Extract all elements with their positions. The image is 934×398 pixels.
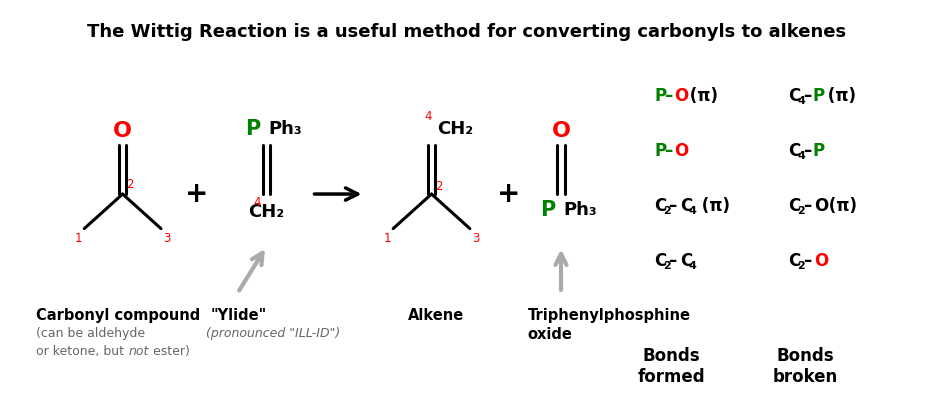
Text: P: P [654, 142, 666, 160]
Text: O: O [551, 121, 571, 141]
Text: (π): (π) [696, 197, 730, 215]
Text: (π): (π) [684, 87, 717, 105]
Text: P: P [813, 142, 825, 160]
Text: 4: 4 [688, 261, 697, 271]
Text: (pronounced "ILL-ID"): (pronounced "ILL-ID") [206, 328, 340, 340]
Text: –: – [803, 142, 811, 160]
Text: P: P [540, 200, 555, 220]
Text: O: O [814, 197, 828, 215]
Text: (can be aldehyde: (can be aldehyde [36, 328, 146, 340]
Text: O: O [674, 142, 688, 160]
Text: P: P [813, 87, 825, 105]
Text: C: C [680, 252, 692, 270]
Text: –: – [803, 197, 811, 215]
Text: not: not [128, 345, 149, 358]
Text: 2: 2 [126, 178, 134, 191]
Text: 2: 2 [662, 206, 671, 216]
Text: C: C [680, 197, 692, 215]
Text: –: – [665, 142, 672, 160]
Text: 3: 3 [472, 232, 479, 245]
Text: oxide: oxide [528, 328, 573, 342]
Text: (π): (π) [822, 87, 856, 105]
Text: –: – [669, 197, 676, 215]
Text: Bonds
formed: Bonds formed [638, 347, 705, 386]
Text: –: – [803, 252, 811, 270]
Text: 1: 1 [384, 232, 391, 245]
Text: Carbonyl compound: Carbonyl compound [36, 308, 201, 323]
Text: 3: 3 [163, 232, 170, 245]
Text: +: + [497, 180, 520, 208]
Text: P: P [246, 119, 261, 139]
Text: 4: 4 [797, 151, 805, 161]
Text: O: O [113, 121, 132, 141]
Text: O: O [814, 252, 828, 270]
Text: 4: 4 [424, 111, 432, 123]
Text: C: C [654, 197, 666, 215]
Text: 2: 2 [435, 179, 443, 193]
Text: P: P [654, 87, 666, 105]
Text: Ph₃: Ph₃ [563, 201, 597, 219]
Text: 4: 4 [797, 96, 805, 106]
Text: 4: 4 [253, 196, 261, 209]
Text: Bonds
broken: Bonds broken [773, 347, 839, 386]
Text: C: C [788, 87, 800, 105]
Text: Ph₃: Ph₃ [268, 120, 302, 138]
Text: "Ylide": "Ylide" [211, 308, 267, 323]
Text: C: C [788, 142, 800, 160]
Text: CH₂: CH₂ [437, 120, 474, 138]
Text: C: C [654, 252, 666, 270]
Text: +: + [185, 180, 208, 208]
Text: CH₂: CH₂ [248, 203, 285, 221]
Text: Alkene: Alkene [407, 308, 464, 323]
Text: –: – [803, 87, 811, 105]
Text: 2: 2 [797, 206, 805, 216]
Text: O: O [674, 87, 688, 105]
Text: 4: 4 [688, 206, 697, 216]
Text: The Wittig Reaction is a useful method for converting carbonyls to alkenes: The Wittig Reaction is a useful method f… [88, 23, 846, 41]
Text: 2: 2 [662, 261, 671, 271]
Text: C: C [788, 252, 800, 270]
Text: (π): (π) [823, 197, 856, 215]
Text: 2: 2 [797, 261, 805, 271]
Text: –: – [665, 87, 672, 105]
Text: 1: 1 [75, 232, 82, 245]
Text: C: C [788, 197, 800, 215]
Text: –: – [669, 252, 676, 270]
Text: Triphenylphosphine: Triphenylphosphine [528, 308, 690, 323]
Text: or ketone, but: or ketone, but [36, 345, 128, 358]
Text: ester): ester) [149, 345, 191, 358]
